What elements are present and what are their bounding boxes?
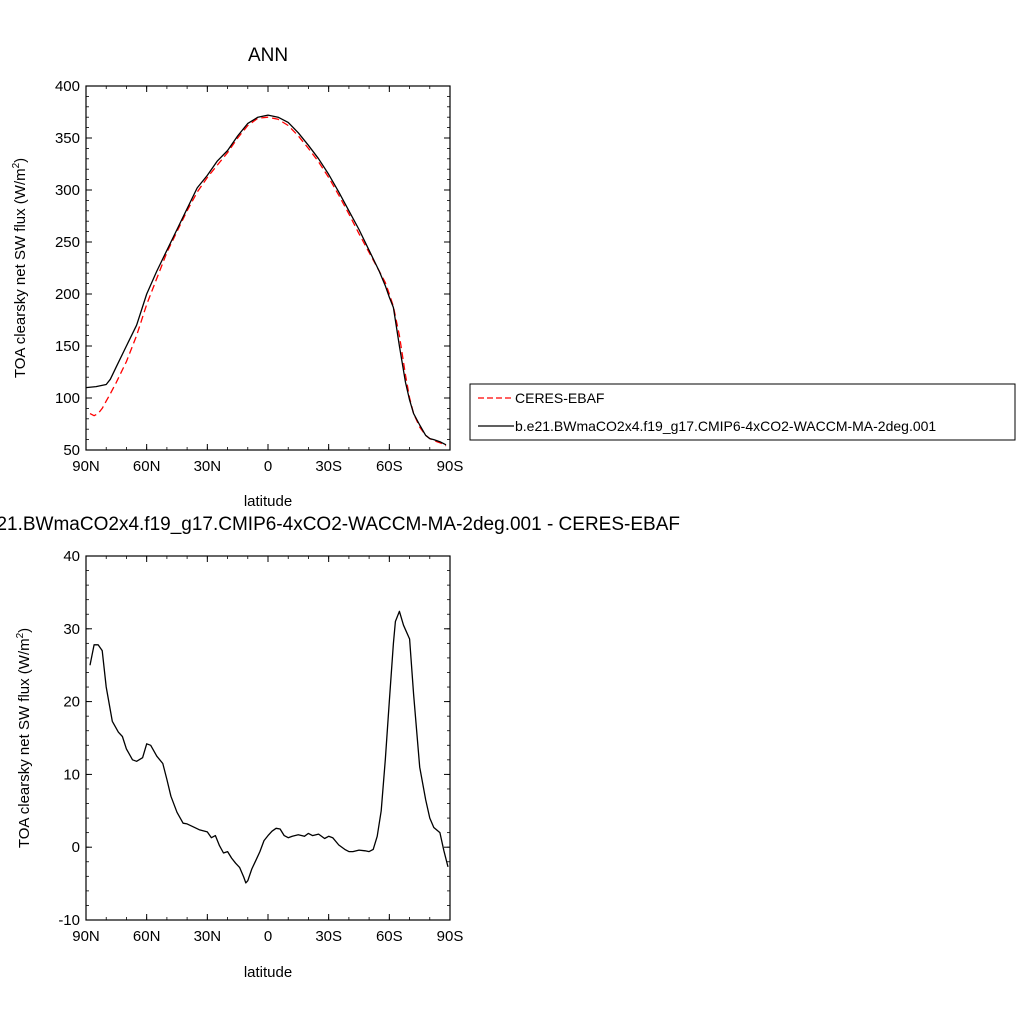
x-tick-label: 30S (315, 458, 342, 475)
y-tick-label: 300 (55, 182, 80, 199)
x-tick-label: 30N (194, 928, 222, 945)
y-tick-label: 0 (72, 839, 80, 856)
legend-box (469, 383, 1016, 441)
y-tick-label: 350 (55, 130, 80, 147)
bottom-chart-x-label: latitude (244, 964, 292, 981)
top-chart-title: ANN (248, 45, 288, 66)
x-tick-label: 90N (72, 928, 100, 945)
y-tick-label: 200 (55, 286, 80, 303)
top-chart: ANN 50 100 150 200 250 300 350 400 90N 60N 30N 0 30… (11, 45, 1016, 510)
y-tick-label: 30 (63, 621, 80, 638)
y-tick-label: 20 (63, 694, 80, 711)
x-tick-label: 90N (72, 458, 100, 475)
x-tick-label: 0 (264, 458, 272, 475)
top-chart-x-label: latitude (244, 493, 292, 510)
bottom-series-line-0 (89, 610, 449, 884)
top-chart-y-label: TOA clearsky net SW flux (W/m2) (11, 158, 29, 378)
top-y-label-sup: 2 (11, 162, 22, 168)
x-tick-label: 60S (376, 928, 403, 945)
top-chart-legend: CERES-EBAF b.e21.BWmaCO2x4.f19_g17.CMIP6… (469, 383, 1016, 441)
bottom-chart-plot-area (89, 610, 449, 884)
x-tick-label: 30N (194, 458, 222, 475)
x-tick-label: 0 (264, 928, 272, 945)
y-tick-label: 50 (63, 442, 80, 459)
x-tick-label: 60N (133, 458, 161, 475)
top-y-label-end: ) (12, 158, 29, 163)
bottom-chart-frame (85, 555, 451, 921)
bottom-y-label-sup: 2 (15, 632, 26, 638)
top-chart-plot-area (85, 114, 447, 447)
top-chart-frame (85, 85, 451, 451)
y-tick-label: 250 (55, 234, 80, 251)
bottom-chart-x-ticks: 90N 60N 30N 0 30S 60S 90S (72, 556, 463, 945)
x-tick-label: 30S (315, 928, 342, 945)
bottom-chart: b.e21.BWmaCO2x4.f19_g17.CMIP6-4xCO2-WACC… (0, 514, 680, 981)
y-tick-label: 400 (55, 78, 80, 95)
top-chart-x-ticks: 90N 60N 30N 0 30S 60S 90S (72, 86, 463, 475)
y-tick-label: -10 (58, 912, 80, 929)
bottom-y-label-main: TOA clearsky net SW flux (W/m (16, 638, 33, 848)
x-tick-label: 90S (437, 458, 464, 475)
x-tick-label: 60N (133, 928, 161, 945)
x-tick-label: 90S (437, 928, 464, 945)
legend-label-ceres: CERES-EBAF (515, 390, 604, 406)
legend-label-model: b.e21.BWmaCO2x4.f19_g17.CMIP6-4xCO2-WACC… (515, 418, 936, 434)
bottom-chart-title: b.e21.BWmaCO2x4.f19_g17.CMIP6-4xCO2-WACC… (0, 514, 680, 535)
bottom-chart-y-label: TOA clearsky net SW flux (W/m2) (15, 628, 33, 848)
y-tick-label: 150 (55, 338, 80, 355)
top-series-line-0 (89, 116, 447, 447)
bottom-chart-y-ticks: -10 0 10 20 30 40 (58, 548, 450, 929)
bottom-y-label-end: ) (16, 628, 33, 633)
top-chart-y-ticks: 50 100 150 200 250 300 350 400 (55, 78, 450, 459)
y-tick-label: 100 (55, 390, 80, 407)
x-tick-label: 60S (376, 458, 403, 475)
top-series-line-1 (85, 114, 447, 446)
y-tick-label: 40 (63, 548, 80, 565)
top-y-label-main: TOA clearsky net SW flux (W/m (12, 168, 29, 378)
y-tick-label: 10 (63, 766, 80, 783)
